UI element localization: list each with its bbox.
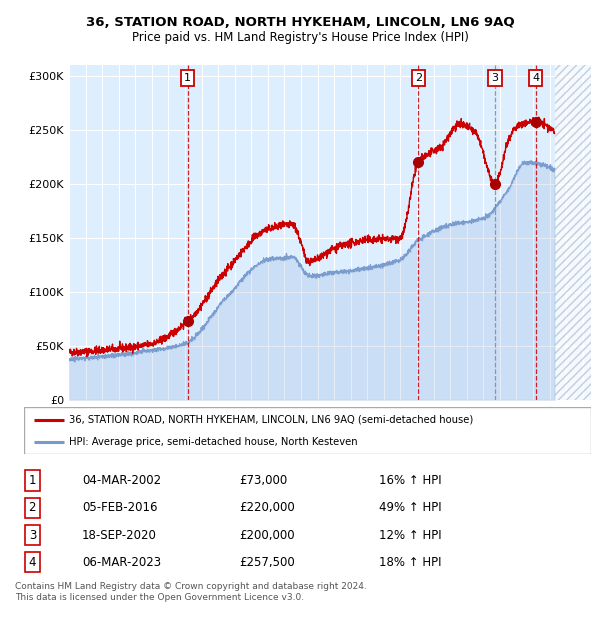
Text: 4: 4	[532, 73, 539, 83]
Text: Price paid vs. HM Land Registry's House Price Index (HPI): Price paid vs. HM Land Registry's House …	[131, 31, 469, 44]
Text: HPI: Average price, semi-detached house, North Kesteven: HPI: Average price, semi-detached house,…	[70, 437, 358, 447]
Text: 36, STATION ROAD, NORTH HYKEHAM, LINCOLN, LN6 9AQ (semi-detached house): 36, STATION ROAD, NORTH HYKEHAM, LINCOLN…	[70, 415, 473, 425]
Text: 16% ↑ HPI: 16% ↑ HPI	[379, 474, 441, 487]
Text: 49% ↑ HPI: 49% ↑ HPI	[379, 502, 441, 514]
Text: 18% ↑ HPI: 18% ↑ HPI	[379, 556, 441, 569]
Text: £200,000: £200,000	[239, 529, 295, 541]
Text: 4: 4	[29, 556, 36, 569]
Text: £257,500: £257,500	[239, 556, 295, 569]
Text: 05-FEB-2016: 05-FEB-2016	[82, 502, 157, 514]
Text: 18-SEP-2020: 18-SEP-2020	[82, 529, 157, 541]
Text: 2: 2	[415, 73, 422, 83]
Text: 1: 1	[184, 73, 191, 83]
Text: 04-MAR-2002: 04-MAR-2002	[82, 474, 161, 487]
Text: 06-MAR-2023: 06-MAR-2023	[82, 556, 161, 569]
Text: 2: 2	[29, 502, 36, 514]
Text: 3: 3	[491, 73, 499, 83]
Text: £73,000: £73,000	[239, 474, 287, 487]
Text: 12% ↑ HPI: 12% ↑ HPI	[379, 529, 441, 541]
Polygon shape	[554, 65, 591, 400]
Text: 1: 1	[29, 474, 36, 487]
Text: 3: 3	[29, 529, 36, 541]
Text: Contains HM Land Registry data © Crown copyright and database right 2024.
This d: Contains HM Land Registry data © Crown c…	[15, 582, 367, 603]
Text: £220,000: £220,000	[239, 502, 295, 514]
Text: 36, STATION ROAD, NORTH HYKEHAM, LINCOLN, LN6 9AQ: 36, STATION ROAD, NORTH HYKEHAM, LINCOLN…	[86, 16, 514, 29]
